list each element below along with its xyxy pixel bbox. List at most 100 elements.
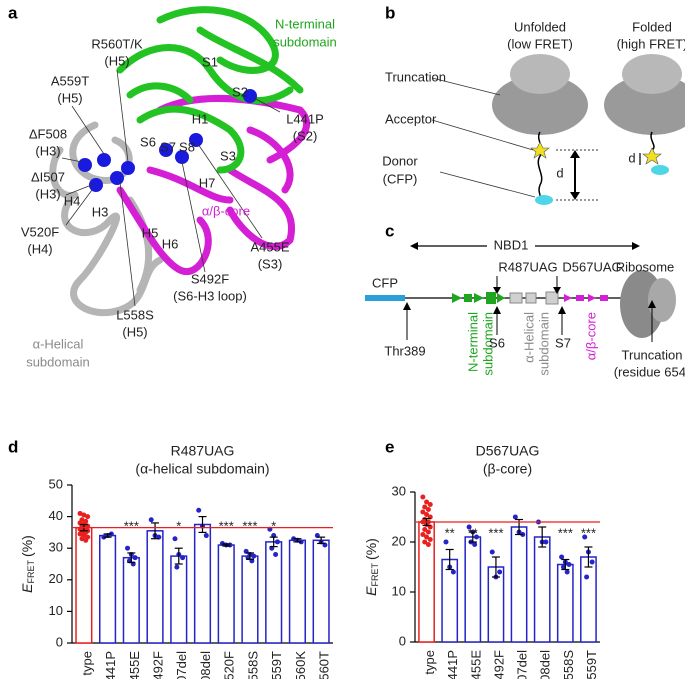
- label: (H5): [122, 324, 147, 339]
- y-tick-label: 10: [392, 583, 406, 598]
- x-tick-label: A455E: [468, 650, 483, 679]
- bar: [99, 534, 117, 644]
- label: D567UAG: [562, 259, 621, 274]
- data-point: [582, 534, 588, 540]
- label: (S2): [293, 128, 318, 143]
- bar: [510, 526, 528, 643]
- label: (β-core): [483, 461, 532, 477]
- bar: [217, 544, 235, 644]
- data-point: [497, 569, 503, 575]
- label: D567UAG: [476, 443, 540, 459]
- y-tick-label: 0: [399, 633, 406, 648]
- label: L558S: [116, 307, 154, 322]
- y-axis-label: EFRET (%): [19, 535, 37, 593]
- data-point: [219, 540, 225, 546]
- label: H1: [192, 111, 209, 126]
- y-label-unit: (%): [363, 538, 379, 560]
- y-label-subscript: FRET: [370, 562, 380, 586]
- label: A455E: [250, 239, 289, 254]
- bar: [75, 526, 93, 644]
- data-point: [273, 552, 279, 558]
- label: d: [8, 437, 18, 456]
- label: α/β-core: [202, 203, 250, 218]
- label: (H3): [35, 143, 60, 158]
- significance: ***: [558, 525, 573, 540]
- x-tick-label: R560K: [293, 651, 308, 679]
- data-point: [148, 517, 154, 523]
- label: (high FRET): [617, 36, 685, 51]
- x-tick-label: Wild type: [79, 651, 94, 679]
- y-tick-label: 20: [49, 571, 63, 586]
- significance: ***: [488, 525, 503, 540]
- label: (H5): [57, 90, 82, 105]
- label: NBD1: [494, 237, 529, 252]
- y-tick-label: 20: [392, 533, 406, 548]
- label: Folded: [632, 19, 672, 34]
- data-point: [512, 514, 518, 520]
- data-point: [81, 512, 87, 518]
- label: R487UAG: [171, 443, 235, 459]
- label: ΔI507: [31, 169, 65, 184]
- data-point: [203, 533, 209, 539]
- leader-lines: [61, 69, 281, 307]
- label: (H3): [35, 186, 60, 201]
- significance: **: [468, 525, 478, 540]
- significance: ***: [219, 518, 234, 533]
- label: H4: [64, 193, 81, 208]
- bar: [580, 556, 597, 643]
- data-point: [424, 499, 430, 505]
- x-tick-label: L558S: [245, 651, 260, 679]
- data-point: [424, 512, 430, 517]
- y-tick-label: 30: [49, 540, 63, 555]
- significance: *: [271, 518, 276, 533]
- data-point: [472, 542, 478, 547]
- label: L441P: [286, 111, 324, 126]
- label: Ribosome: [616, 259, 675, 274]
- data-point: [427, 502, 433, 507]
- label: (CFP): [383, 171, 418, 186]
- data-point: [132, 555, 138, 561]
- data-point: [77, 531, 83, 537]
- label: N-terminal: [465, 312, 480, 372]
- label: R560T/K: [91, 36, 143, 51]
- y-label-unit: (%): [19, 535, 35, 557]
- bar: [312, 539, 330, 644]
- label: S6: [140, 134, 156, 149]
- label: subdomain: [273, 34, 337, 49]
- bar: [464, 536, 482, 643]
- label: (H4): [27, 241, 52, 256]
- x-tick-label: L441P: [445, 650, 460, 679]
- label: α/β-core: [583, 312, 598, 360]
- data-point: [420, 509, 426, 515]
- label: subdomain: [480, 312, 495, 376]
- data-point: [489, 549, 495, 555]
- label: H7: [199, 175, 216, 190]
- label: S8: [179, 139, 195, 154]
- label: c: [385, 221, 394, 240]
- x-tick-label: S492F: [150, 651, 165, 679]
- bar: [193, 523, 212, 644]
- data-point: [589, 559, 595, 565]
- data-point: [474, 534, 480, 540]
- data-point: [196, 507, 202, 513]
- bar: [533, 536, 551, 643]
- label: Acceptor: [385, 111, 437, 126]
- label: Thr389: [384, 343, 425, 358]
- bar: [146, 530, 164, 644]
- label: (S3): [258, 256, 283, 271]
- x-tick-label: I507del: [174, 651, 189, 679]
- label: α-Helical: [521, 312, 536, 363]
- label: V520F: [21, 224, 59, 239]
- y-label-symbol: E: [19, 583, 35, 593]
- label: H5: [142, 225, 159, 240]
- data-point: [584, 574, 590, 580]
- label: (low FRET): [507, 36, 573, 51]
- label: d: [628, 150, 635, 165]
- data-point: [425, 542, 431, 547]
- data-point: [443, 539, 449, 545]
- data-point: [566, 562, 572, 567]
- data-point: [79, 536, 85, 542]
- label: Truncation: [622, 347, 683, 362]
- x-tick-label: R560T: [317, 651, 332, 679]
